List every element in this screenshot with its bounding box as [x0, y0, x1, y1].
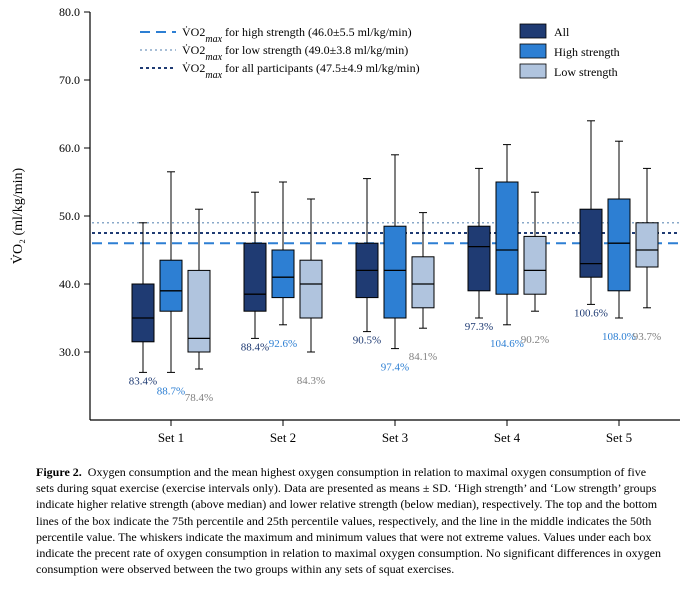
svg-text:V̇O₂ (ml/kg/min): V̇O₂ (ml/kg/min): [9, 168, 26, 265]
svg-text:84.3%: 84.3%: [297, 375, 325, 387]
svg-text:High strength: High strength: [554, 45, 620, 59]
svg-text:83.4%: 83.4%: [129, 375, 157, 387]
svg-text:78.4%: 78.4%: [185, 392, 213, 404]
svg-text:97.4%: 97.4%: [381, 362, 409, 374]
svg-text:30.0: 30.0: [59, 345, 80, 359]
svg-text:80.0: 80.0: [59, 5, 80, 19]
svg-text:70.0: 70.0: [59, 73, 80, 87]
svg-text:Set 3: Set 3: [382, 430, 408, 445]
svg-text:Low strength: Low strength: [554, 65, 618, 79]
svg-text:90.5%: 90.5%: [353, 335, 381, 347]
caption-body: Oxygen consumption and the mean highest …: [36, 465, 661, 576]
svg-text:108.0%: 108.0%: [602, 331, 636, 343]
svg-text:97.3%: 97.3%: [465, 321, 493, 333]
svg-text:Set 2: Set 2: [270, 430, 296, 445]
svg-text:All: All: [554, 25, 570, 39]
svg-text:92.6%: 92.6%: [269, 338, 297, 350]
svg-text:88.4%: 88.4%: [241, 341, 269, 353]
svg-text:93.7%: 93.7%: [633, 331, 661, 343]
svg-text:Set 1: Set 1: [158, 430, 184, 445]
svg-text:104.6%: 104.6%: [490, 338, 524, 350]
svg-text:40.0: 40.0: [59, 277, 80, 291]
svg-text:60.0: 60.0: [59, 141, 80, 155]
svg-text:84.1%: 84.1%: [409, 351, 437, 363]
svg-text:Set 5: Set 5: [606, 430, 632, 445]
figure-caption: Figure 2. Oxygen consumption and the mea…: [0, 460, 700, 577]
svg-text:50.0: 50.0: [59, 209, 80, 223]
svg-text:Set 4: Set 4: [494, 430, 521, 445]
svg-text:88.7%: 88.7%: [157, 385, 185, 397]
caption-title: Figure 2.: [36, 465, 82, 479]
svg-text:90.2%: 90.2%: [521, 334, 549, 346]
svg-text:100.6%: 100.6%: [574, 307, 608, 319]
boxplot-chart: 30.0 40.0 50.0 60.0 70.0 80.0 V̇O₂ (ml/kg/min)…: [0, 0, 700, 460]
